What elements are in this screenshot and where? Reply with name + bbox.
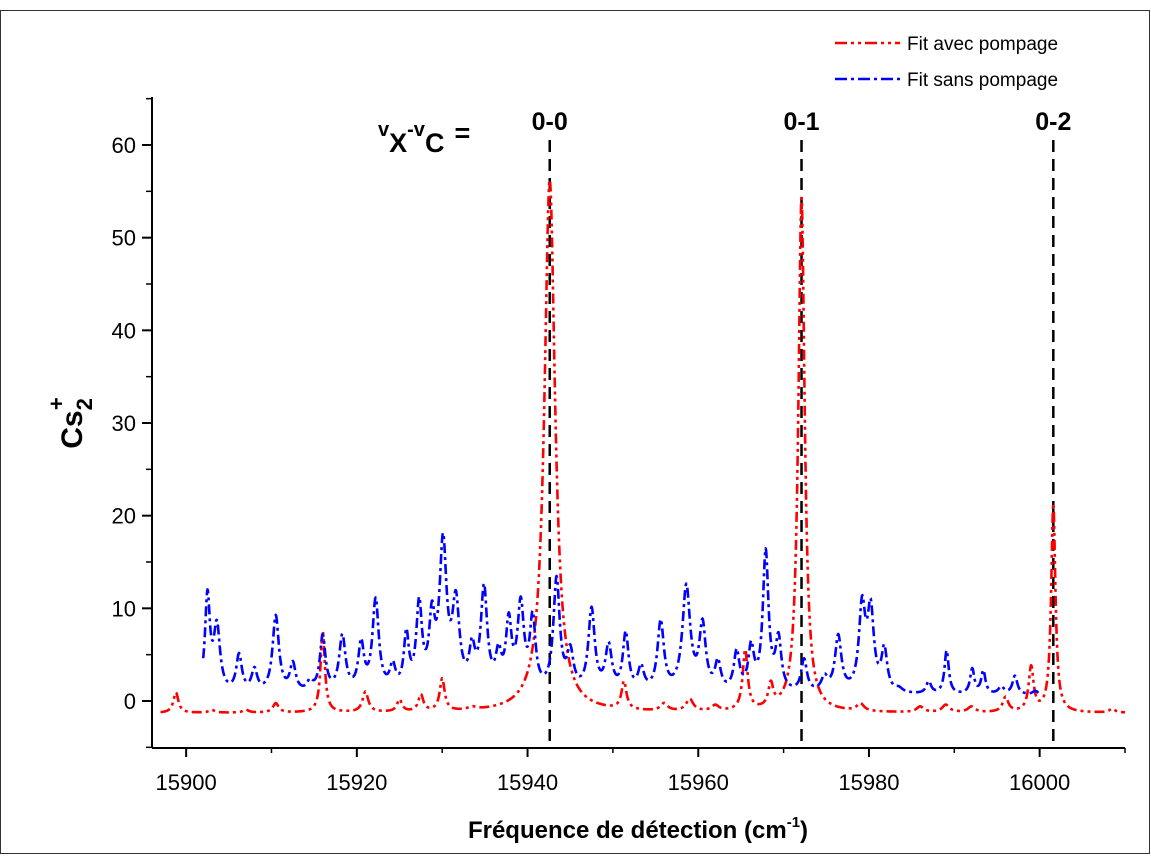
y-axis-label-base: Cs xyxy=(56,410,89,448)
y-tick-label-50: 50 xyxy=(112,226,136,251)
x-ticks: 15900 15920 15940 15960 15980 16000 xyxy=(156,748,1126,795)
axes xyxy=(151,97,1125,749)
legend-label-sans: Fit sans pompage xyxy=(907,70,1058,91)
y-tick-label-30: 30 xyxy=(112,411,136,436)
legend: Fit avec pompage Fit sans pompage xyxy=(835,34,1058,91)
annotation-equals: = xyxy=(454,118,470,148)
x-tick-label-15960: 15960 xyxy=(668,770,729,795)
x-tick-label-15980: 15980 xyxy=(838,770,899,795)
y-tick-label-10: 10 xyxy=(112,596,136,621)
y-tick-label-60: 60 xyxy=(112,133,136,158)
annotation-v1: v xyxy=(378,119,390,141)
y-tick-label-20: 20 xyxy=(112,504,136,529)
legend-label-avec: Fit avec pompage xyxy=(907,34,1058,55)
x-tick-label-15900: 15900 xyxy=(156,770,217,795)
x-axis-label-sup: -1 xyxy=(787,814,800,831)
x-axis-label-close: ) xyxy=(800,817,808,844)
series-line-sans-pompage xyxy=(201,531,1041,695)
annotation-dash-v: -v xyxy=(407,119,426,141)
x-tick-label-15940: 15940 xyxy=(497,770,558,795)
annotation-label-0-2: 0-2 xyxy=(1035,108,1071,136)
annotation-label-0-0: 0-0 xyxy=(532,108,568,136)
annotation-sub-c: C xyxy=(425,128,445,158)
y-ticks: 0 10 20 30 40 50 60 xyxy=(112,97,152,749)
y-tick-label-40: 40 xyxy=(112,318,136,343)
x-axis-label-main: Fréquence de détection (cm xyxy=(468,817,787,844)
x-axis-label: Fréquence de détection (cm-1) xyxy=(468,814,808,844)
annotation-sub-x: X xyxy=(389,128,407,158)
outer-border xyxy=(0,10,1150,854)
annotation-label-0-1: 0-1 xyxy=(783,108,819,136)
annotation-prefix: vX-vC = xyxy=(378,118,470,158)
y-axis-label-sub: 2 xyxy=(72,398,97,410)
x-tick-label-15920: 15920 xyxy=(326,770,387,795)
series-line-avec-pompage xyxy=(159,178,1126,714)
annotation-labels: 0-0 0-1 0-2 xyxy=(532,108,1072,136)
x-tick-label-16000: 16000 xyxy=(1009,770,1070,795)
y-axis-label: Cs2+ xyxy=(44,397,97,448)
y-axis-label-sup: + xyxy=(44,397,69,410)
series-group xyxy=(159,178,1126,714)
y-tick-label-0: 0 xyxy=(124,689,136,714)
